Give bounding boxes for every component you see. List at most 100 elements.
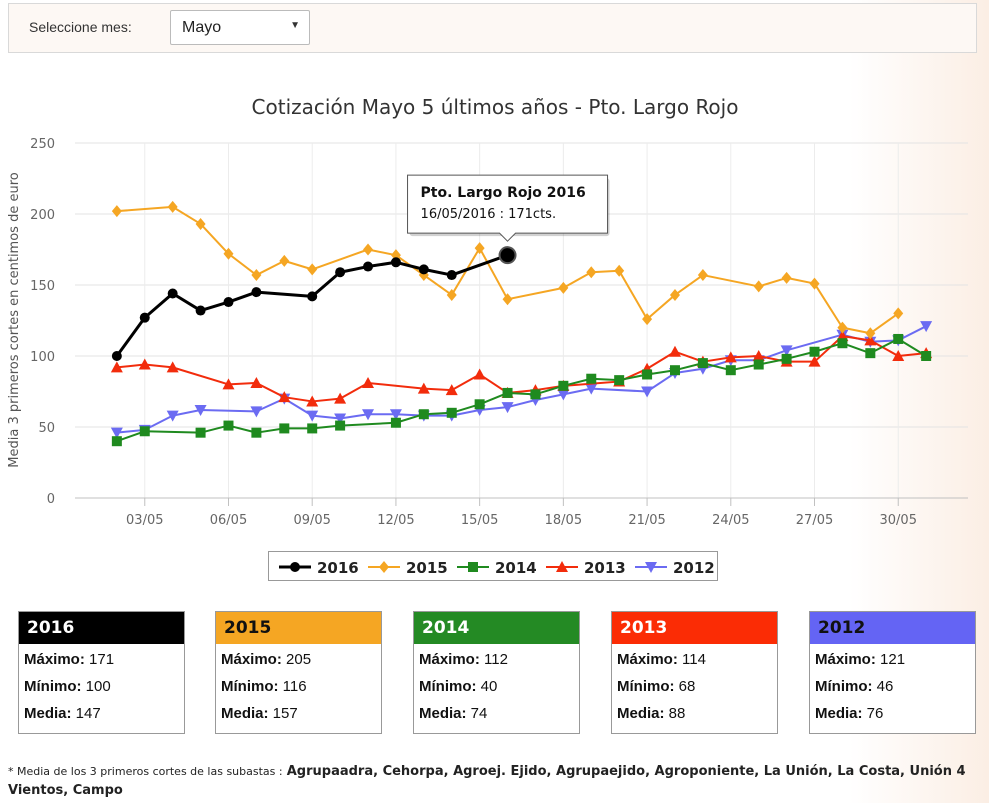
stats-label: Máximo: (617, 651, 678, 668)
axes: 0 50 100 150 200 250 03/05 06/05 09/05 12/05 15/05… (30, 137, 968, 528)
stats-avg-row: Media: 76 (815, 705, 883, 722)
stats-min-row: Mínimo: 100 (24, 678, 111, 695)
data-point-2014 (223, 420, 234, 431)
y-tick-label: 0 (47, 492, 55, 507)
data-point-2016 (195, 305, 206, 316)
x-tick-label: 12/05 (377, 513, 414, 528)
legend: 2016 2015 2014 2013 2012 (268, 551, 718, 581)
data-point-2015 (363, 243, 374, 256)
data-point-2013 (138, 358, 151, 370)
data-point-2014 (279, 423, 290, 434)
legend-marker (468, 562, 478, 572)
stats-card-2014: 2014 Máximo: 112 Mínimo: 40 Media: 74 (413, 611, 580, 734)
data-point-2015 (167, 200, 178, 213)
tooltip-text: 16/05/2016 : 171cts. (421, 207, 557, 222)
data-point-2014 (781, 353, 792, 364)
data-point-2012 (389, 409, 402, 421)
stats-min-row: Mínimo: 116 (221, 678, 307, 695)
series-line-2014 (116, 337, 927, 443)
data-point-2015 (446, 288, 457, 301)
stats-card-2015: 2015 Máximo: 205 Mínimo: 116 Media: 157 (215, 611, 382, 734)
stats-label: Media: (617, 705, 665, 722)
data-point-2016 (307, 291, 318, 302)
data-point-2013 (892, 350, 905, 361)
month-selector-bar: Seleccione mes: Mayo ▼ (8, 3, 977, 53)
series-line-2012 (116, 325, 927, 434)
x-tick-label: 09/05 (293, 513, 330, 528)
stats-min-row: Mínimo: 46 (815, 678, 893, 695)
data-point-2014 (586, 373, 597, 384)
legend-marker (556, 561, 568, 572)
legend-symbol-2015 (368, 561, 400, 573)
data-point-2015 (223, 247, 234, 260)
data-point-2015 (251, 269, 262, 282)
data-point-2014 (195, 427, 206, 438)
series-2014 (111, 333, 932, 447)
data-point-2013 (668, 345, 681, 357)
stats-value: 100 (81, 678, 111, 695)
data-point-2012 (920, 321, 933, 333)
stats-value: 121 (875, 651, 906, 668)
x-tick-label: 06/05 (210, 513, 247, 528)
stats-label: Media: (815, 705, 863, 722)
stats-card-year: 2016 (19, 612, 184, 644)
data-point-2013 (752, 350, 765, 361)
data-point-2013 (445, 384, 458, 396)
data-point-2015 (195, 217, 206, 230)
stats-label: Mínimo: (221, 678, 279, 695)
stats-value: 114 (677, 651, 706, 668)
data-point-2013 (334, 392, 347, 404)
data-point-2016 (167, 288, 178, 299)
stats-card-year: 2014 (414, 612, 579, 644)
stats-value: 157 (268, 705, 298, 722)
stats-label: Media: (419, 705, 467, 722)
data-point-2014 (418, 409, 429, 420)
month-select[interactable]: Mayo ▼ (170, 10, 310, 45)
data-point-2015 (586, 266, 597, 279)
stats-label: Máximo: (419, 651, 480, 668)
data-point-2016 (251, 287, 262, 298)
data-point-2014 (111, 436, 122, 447)
series-2015 (111, 200, 904, 340)
stats-min-row: Mínimo: 40 (419, 678, 497, 695)
data-point-2013 (473, 368, 486, 380)
stats-label: Máximo: (221, 651, 282, 668)
data-point-2012 (501, 402, 514, 414)
stats-value: 88 (664, 705, 686, 722)
data-point-2015 (111, 205, 122, 218)
data-point-2013 (417, 382, 430, 394)
x-tick-label: 18/05 (545, 513, 582, 528)
stats-max-row: Máximo: 205 (221, 651, 311, 668)
data-point-2015 (279, 254, 290, 267)
legend-marker (645, 562, 657, 573)
stats-max-row: Máximo: 114 (617, 651, 706, 668)
series-2016 (111, 250, 513, 361)
data-point-2014 (921, 351, 932, 361)
data-point-2015 (642, 313, 653, 326)
stats-value: 112 (479, 651, 508, 668)
stats-avg-row: Media: 147 (24, 705, 101, 722)
stats-max-row: Máximo: 171 (24, 651, 114, 668)
data-point-2016 (139, 312, 150, 323)
data-point-2014 (753, 359, 764, 370)
tooltip-box (407, 174, 609, 242)
x-tick-label: 30/05 (880, 513, 917, 528)
footnote-list: Agrupaadra, Cehorpa, Agroej. Ejido, Agru… (8, 764, 966, 798)
chart: Cotización Mayo 5 últimos años - Pto. La… (7, 95, 968, 528)
month-select-value: Mayo (182, 19, 222, 36)
data-point-2014 (251, 427, 262, 438)
data-point-2014 (669, 365, 680, 376)
legend-symbol-2013 (546, 561, 578, 572)
data-point-2012 (585, 383, 598, 395)
stats-avg-row: Media: 74 (419, 705, 487, 722)
data-point-2014 (335, 420, 346, 431)
legend-label: 2014 (495, 559, 537, 577)
stats-value: 46 (872, 678, 894, 695)
data-point-2012 (306, 410, 319, 422)
data-point-2015 (502, 293, 513, 306)
legend-label: 2012 (673, 559, 715, 577)
data-point-2015 (809, 277, 820, 290)
data-point-2013 (306, 395, 319, 407)
legend-label: 2016 (317, 559, 359, 577)
x-tick-label: 03/05 (126, 513, 163, 528)
